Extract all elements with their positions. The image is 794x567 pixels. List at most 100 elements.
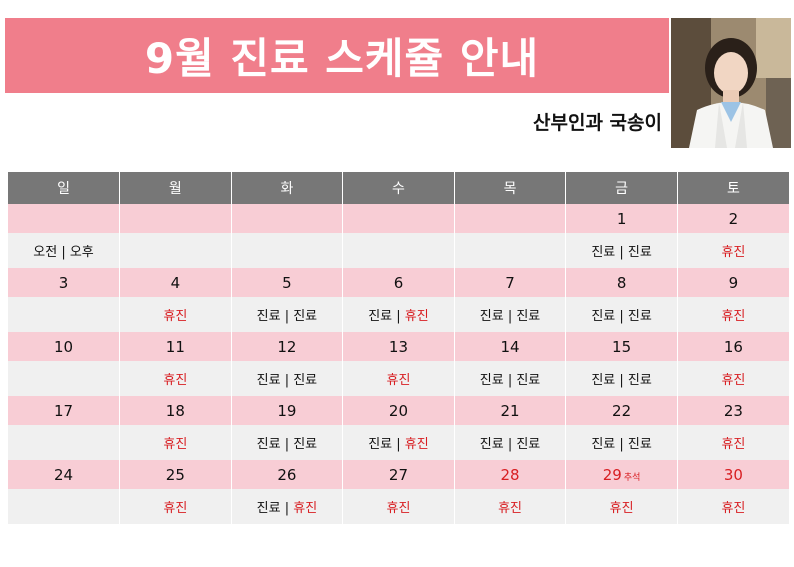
date-row: 3 4 5 6 7 8 9 xyxy=(8,268,789,297)
date-cell: 14 xyxy=(454,332,567,361)
date-row: 1 2 xyxy=(8,204,789,233)
status-cell: 휴진 xyxy=(454,489,567,524)
schedule-table: 일 월 화 수 목 금 토 1 2 오전 | 오후 진료 | 진료 휴진 xyxy=(8,172,789,524)
closed-marker: 휴진 xyxy=(163,309,188,324)
date-cell: 26 xyxy=(231,460,344,489)
status-row: 휴진 진료 | 휴진 휴진 휴진 휴진 휴진 xyxy=(8,489,789,524)
status-cell: 휴진 xyxy=(119,425,232,460)
status-cell xyxy=(8,297,121,332)
date-number: 29 xyxy=(602,465,622,484)
status-cell xyxy=(231,233,344,268)
weekday-header: 목 xyxy=(454,172,567,204)
status-cell: 휴진 xyxy=(677,361,789,396)
weekday-header-row: 일 월 화 수 목 금 토 xyxy=(8,172,789,204)
date-cell: 1 xyxy=(565,204,678,233)
date-cell xyxy=(342,204,455,233)
status-row: 휴진 진료 | 진료 진료 | 휴진 진료 | 진료 진료 | 진료 휴진 xyxy=(8,425,789,460)
date-cell: 22 xyxy=(565,396,678,425)
date-cell: 4 xyxy=(119,268,232,297)
date-cell: 12 xyxy=(231,332,344,361)
status-cell: 휴진 xyxy=(677,297,789,332)
date-cell: 24 xyxy=(8,460,121,489)
status-cell: 진료 | 휴진 xyxy=(231,489,344,524)
date-cell: 13 xyxy=(342,332,455,361)
status-cell: 진료 | 진료 xyxy=(454,425,567,460)
closed-marker: 휴진 xyxy=(386,501,411,516)
closed-marker: 휴진 xyxy=(721,437,746,452)
closed-marker: 휴진 xyxy=(163,373,188,388)
date-cell xyxy=(8,204,121,233)
status-cell: 진료 | 진료 xyxy=(231,361,344,396)
weekday-header: 일 xyxy=(8,172,121,204)
date-cell: 5 xyxy=(231,268,344,297)
closed-marker: 휴진 xyxy=(609,501,634,516)
legend-cell: 오전 | 오후 xyxy=(8,233,121,268)
date-cell: 17 xyxy=(8,396,121,425)
date-cell: 16 xyxy=(677,332,789,361)
closed-marker: 휴진 xyxy=(721,501,746,516)
status-cell: 휴진 xyxy=(119,361,232,396)
closed-marker: 휴진 xyxy=(386,373,411,388)
date-cell: 28 xyxy=(454,460,567,489)
status-cell: 휴진 xyxy=(342,489,455,524)
date-cell-holiday: 29 추석 xyxy=(565,460,678,489)
date-cell: 20 xyxy=(342,396,455,425)
status-row: 휴진 진료 | 진료 휴진 진료 | 진료 진료 | 진료 휴진 xyxy=(8,361,789,396)
date-cell: 18 xyxy=(119,396,232,425)
doctor-photo xyxy=(671,18,791,148)
status-cell xyxy=(8,489,121,524)
date-cell: 11 xyxy=(119,332,232,361)
status-cell: 휴진 xyxy=(677,233,789,268)
date-cell: 25 xyxy=(119,460,232,489)
status-cell: 진료 | 휴진 xyxy=(342,297,455,332)
closed-marker: 휴진 xyxy=(163,501,188,516)
status-cell: 진료 | 진료 xyxy=(565,297,678,332)
date-cell xyxy=(454,204,567,233)
closed-marker: 휴진 xyxy=(498,501,522,516)
status-cell: 진료 | 진료 xyxy=(231,297,344,332)
open-marker: 진료 xyxy=(368,309,393,324)
weekday-header: 금 xyxy=(565,172,678,204)
open-marker: 진료 xyxy=(256,501,281,516)
closed-marker: 휴진 xyxy=(721,373,746,388)
status-cell: 휴진 xyxy=(565,489,678,524)
status-cell: 휴진 xyxy=(119,297,232,332)
status-cell: 진료 | 진료 xyxy=(231,425,344,460)
status-cell: 진료 | 진료 xyxy=(565,425,678,460)
weekday-header: 수 xyxy=(342,172,455,204)
status-cell xyxy=(8,361,121,396)
date-cell: 15 xyxy=(565,332,678,361)
status-cell: 휴진 xyxy=(119,489,232,524)
date-row: 10 11 12 13 14 15 16 xyxy=(8,332,789,361)
date-cell: 3 xyxy=(8,268,121,297)
date-cell: 21 xyxy=(454,396,567,425)
date-cell xyxy=(119,204,232,233)
closed-marker: 휴진 xyxy=(404,437,429,452)
closed-marker: 휴진 xyxy=(293,501,318,516)
status-cell xyxy=(454,233,567,268)
status-cell xyxy=(8,425,121,460)
date-cell: 23 xyxy=(677,396,789,425)
status-cell: 진료 | 진료 xyxy=(454,297,567,332)
date-cell: 8 xyxy=(565,268,678,297)
date-cell: 10 xyxy=(8,332,121,361)
status-cell: 휴진 xyxy=(677,489,789,524)
date-cell: 9 xyxy=(677,268,789,297)
date-cell: 6 xyxy=(342,268,455,297)
date-cell: 30 xyxy=(677,460,789,489)
holiday-label: 추석 xyxy=(623,472,641,483)
date-cell: 2 xyxy=(677,204,789,233)
status-cell: 진료 | 진료 xyxy=(454,361,567,396)
date-cell xyxy=(231,204,344,233)
status-cell: 휴진 xyxy=(677,425,789,460)
weekday-header: 월 xyxy=(119,172,232,204)
closed-marker: 휴진 xyxy=(404,309,429,324)
open-marker: 진료 xyxy=(368,437,393,452)
status-cell: 진료 | 진료 xyxy=(565,361,678,396)
status-cell: 진료 | 휴진 xyxy=(342,425,455,460)
status-row: 오전 | 오후 진료 | 진료 휴진 xyxy=(8,233,789,268)
closed-marker: 휴진 xyxy=(163,437,188,452)
status-cell xyxy=(342,233,455,268)
status-cell xyxy=(119,233,232,268)
date-row: 24 25 26 27 28 29 추석 30 xyxy=(8,460,789,489)
